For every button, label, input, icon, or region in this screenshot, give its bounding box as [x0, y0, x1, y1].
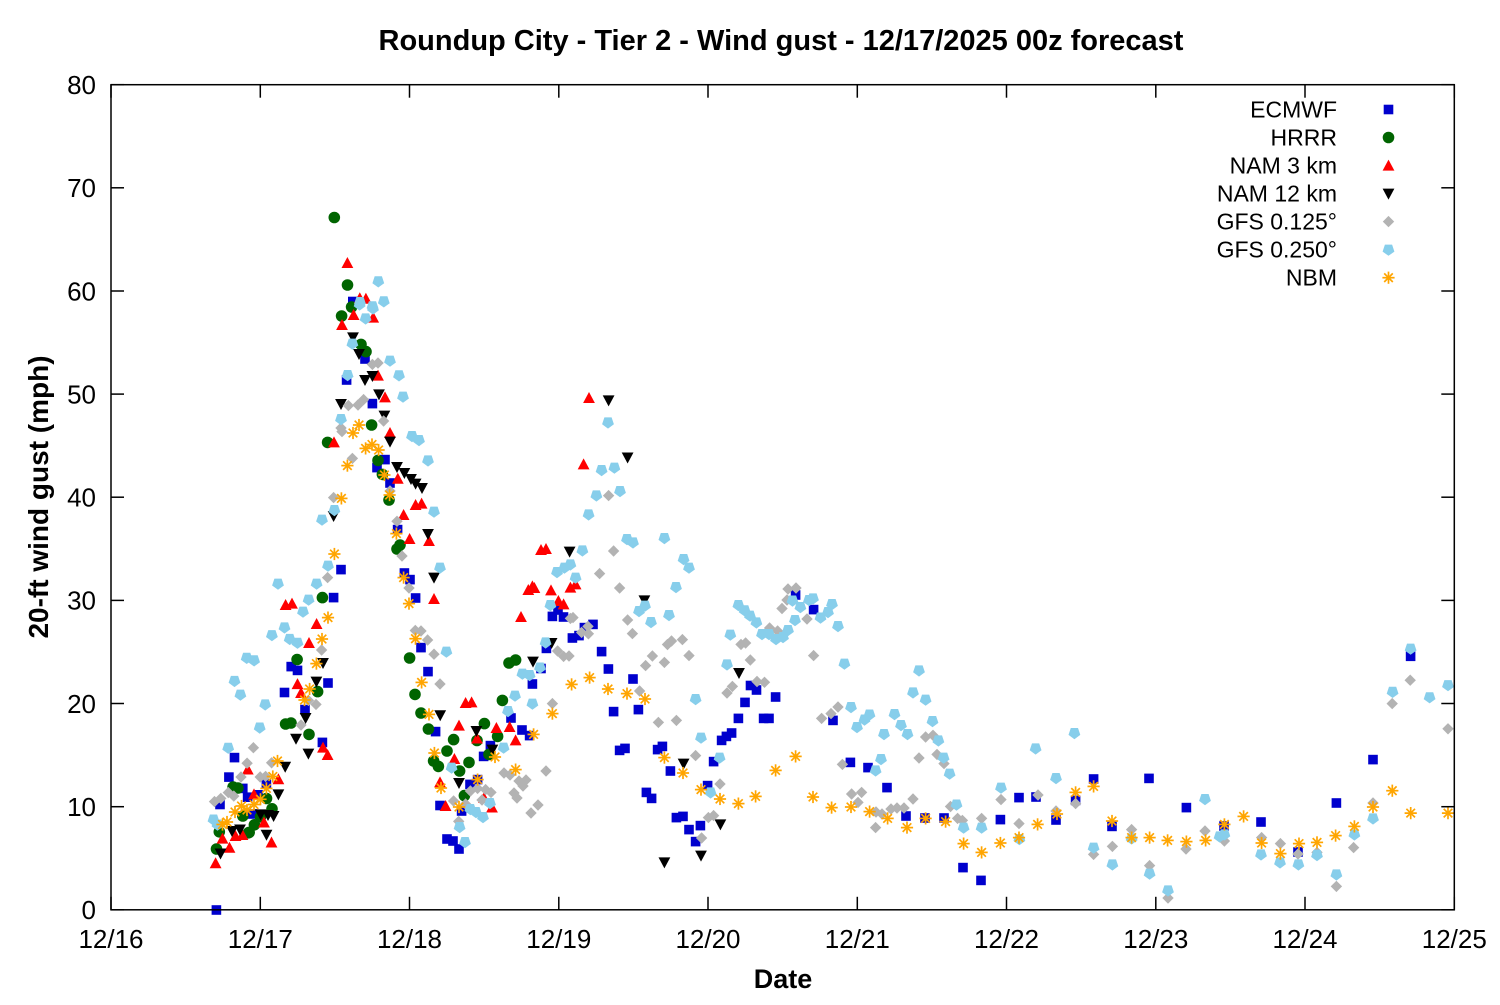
svg-text:40: 40 [67, 483, 96, 513]
svg-text:12/19: 12/19 [526, 924, 591, 954]
svg-text:GFS 0.250°: GFS 0.250° [1217, 237, 1337, 263]
svg-text:12/17: 12/17 [228, 924, 293, 954]
svg-text:NAM 12 km: NAM 12 km [1217, 181, 1337, 207]
svg-text:12/25: 12/25 [1422, 924, 1487, 954]
svg-text:HRRR: HRRR [1271, 125, 1337, 151]
svg-text:GFS 0.125°: GFS 0.125° [1217, 209, 1337, 235]
svg-text:30: 30 [67, 586, 96, 616]
svg-text:80: 80 [67, 70, 96, 100]
svg-text:NBM: NBM [1286, 265, 1337, 291]
svg-text:Roundup City - Tier 2 - Wind g: Roundup City - Tier 2 - Wind gust - 12/1… [379, 25, 1184, 57]
svg-text:12/21: 12/21 [825, 924, 890, 954]
svg-text:12/22: 12/22 [974, 924, 1039, 954]
svg-text:12/16: 12/16 [78, 924, 143, 954]
svg-text:70: 70 [67, 173, 96, 203]
svg-text:20-ft wind gust (mph): 20-ft wind gust (mph) [23, 355, 54, 638]
svg-text:Date: Date [754, 964, 813, 994]
svg-text:10: 10 [67, 792, 96, 822]
svg-text:12/24: 12/24 [1272, 924, 1337, 954]
svg-text:60: 60 [67, 276, 96, 306]
svg-text:0: 0 [82, 895, 96, 925]
svg-text:12/18: 12/18 [377, 924, 442, 954]
svg-text:NAM 3 km: NAM 3 km [1230, 153, 1337, 179]
svg-text:50: 50 [67, 379, 96, 409]
svg-text:ECMWF: ECMWF [1250, 97, 1337, 123]
svg-text:12/23: 12/23 [1123, 924, 1188, 954]
svg-text:12/20: 12/20 [675, 924, 740, 954]
svg-text:20: 20 [67, 689, 96, 719]
